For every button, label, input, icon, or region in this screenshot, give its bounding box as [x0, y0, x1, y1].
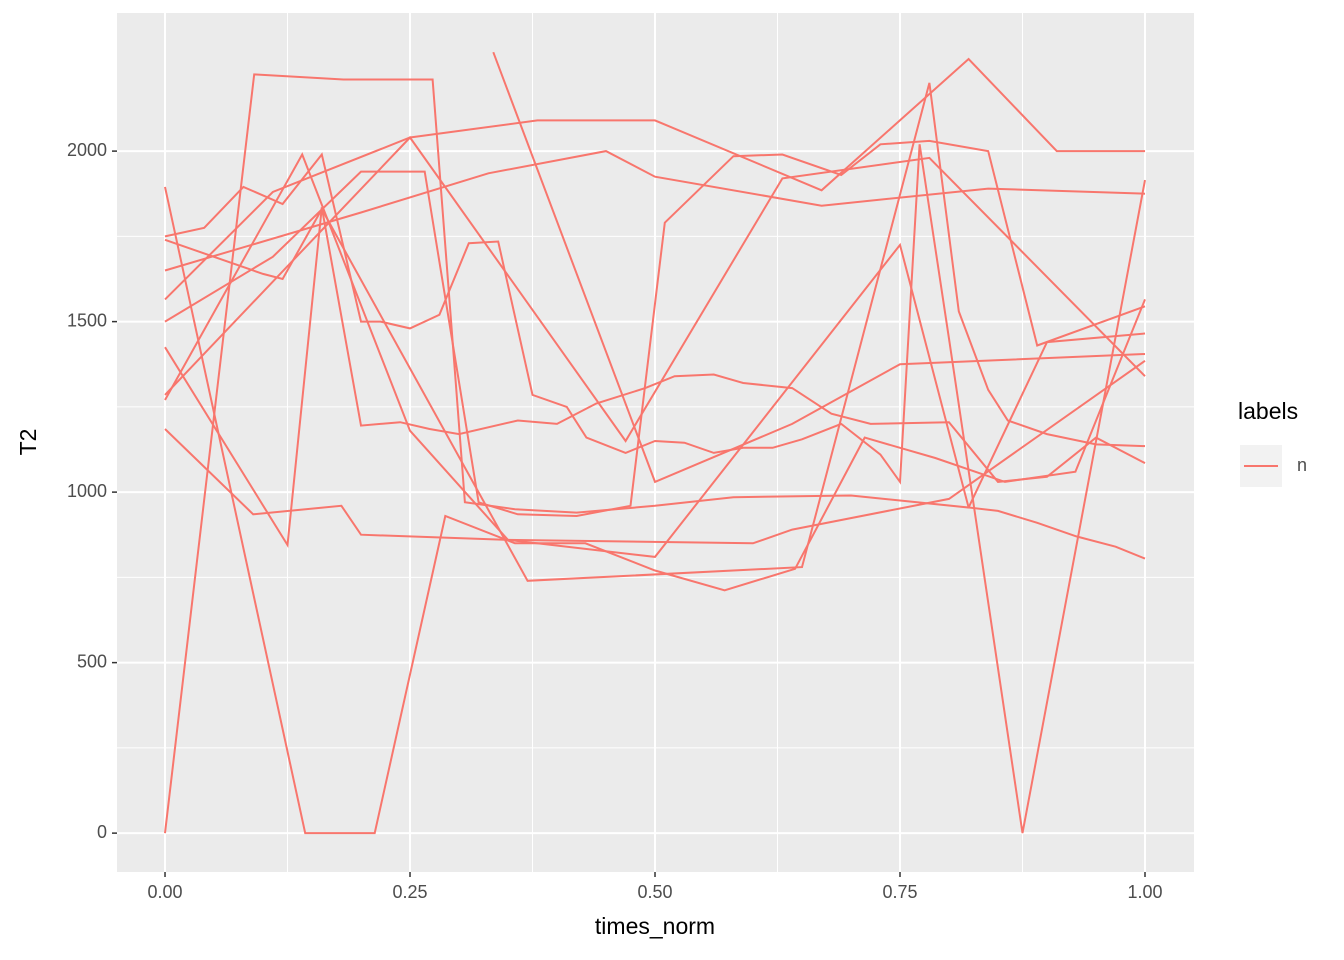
x-tick-label: 0.00	[147, 882, 182, 902]
legend-title: labels	[1238, 398, 1298, 424]
series-line	[164, 82, 1146, 582]
x-axis-title: times_norm	[595, 913, 715, 939]
series-line	[164, 57, 1145, 301]
y-tick-label: 0	[97, 822, 107, 842]
series-line	[492, 51, 1146, 484]
series-line	[164, 152, 1146, 560]
y-tick-label: 1500	[67, 310, 107, 330]
series-line	[164, 144, 1146, 834]
y-axis-title: T2	[15, 429, 41, 456]
y-tick-label: 2000	[67, 140, 107, 160]
y-tick-label: 500	[77, 651, 107, 671]
y-tick-label: 1000	[67, 481, 107, 501]
legend-label: n	[1297, 455, 1307, 475]
x-tick-label: 1.00	[1127, 882, 1162, 902]
series-line	[164, 135, 1146, 443]
x-tick-label: 0.25	[392, 882, 427, 902]
x-tick-label: 0.75	[882, 882, 917, 902]
series-line	[164, 150, 1146, 272]
x-tick-label: 0.50	[637, 882, 672, 902]
series-line	[164, 186, 1146, 835]
series-line	[164, 139, 1146, 518]
